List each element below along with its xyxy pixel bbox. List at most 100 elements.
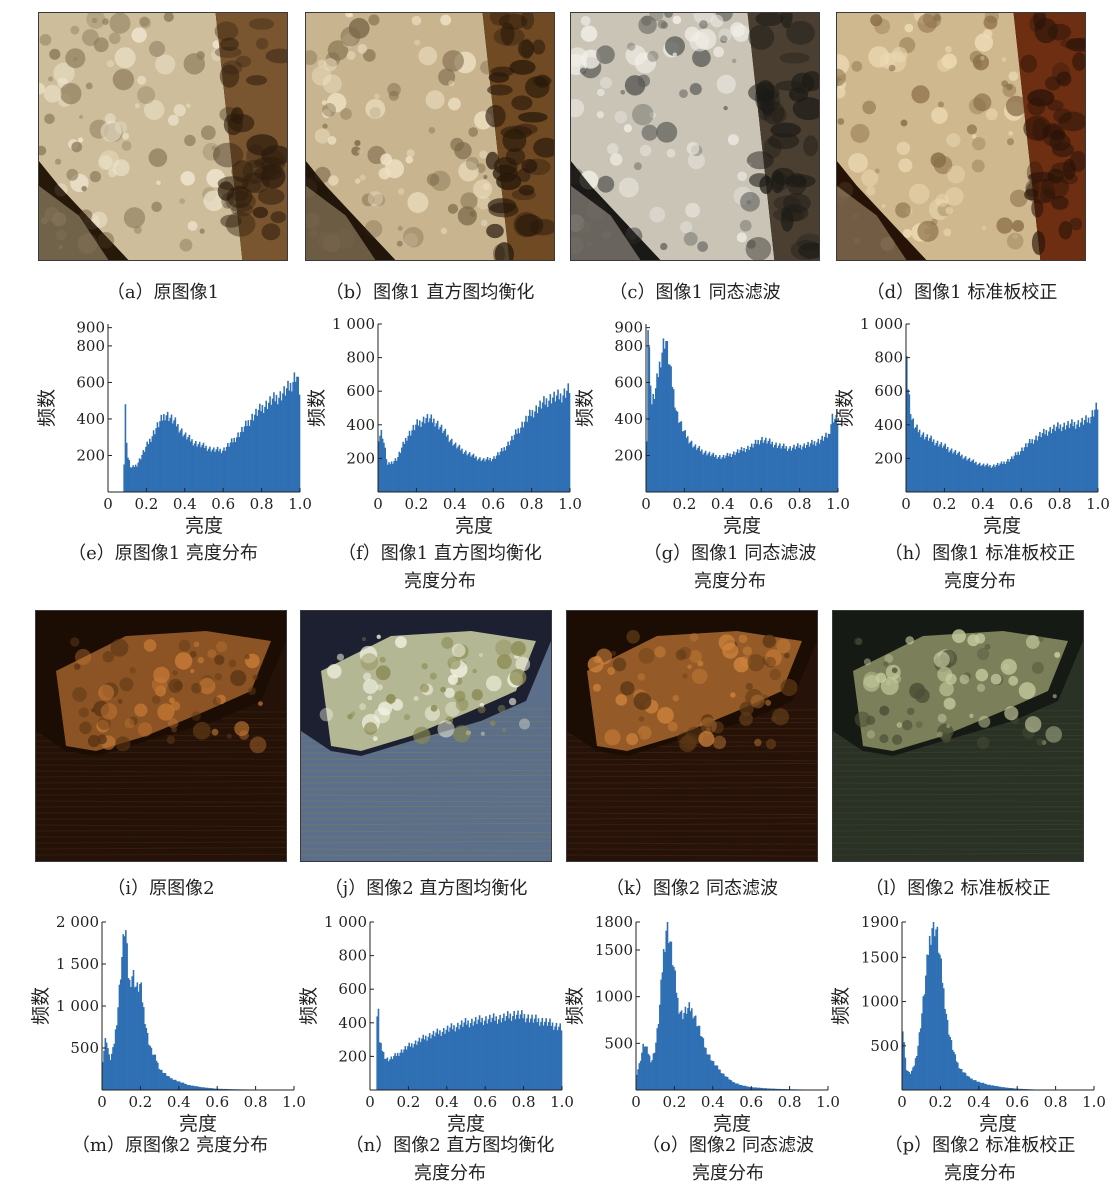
histogram-bar — [657, 377, 660, 492]
histogram-bar — [688, 1002, 691, 1090]
histogram-bar — [665, 930, 668, 1090]
histogram-bar — [381, 1050, 384, 1090]
histogram-bar — [802, 446, 804, 492]
histogram-bar — [808, 446, 811, 492]
histogram-bar — [832, 422, 835, 492]
histogram-bar — [212, 1088, 214, 1090]
histogram-bar — [653, 398, 656, 492]
histogram-bar — [402, 441, 404, 492]
caption-f-1: （f）图像1 直方图均衡化 — [338, 543, 542, 564]
histogram-bar — [736, 449, 739, 492]
histogram-bar — [435, 1032, 437, 1090]
histogram-bar — [392, 463, 394, 492]
histogram-bar — [1082, 424, 1085, 492]
histogram-bar — [131, 976, 134, 1090]
histogram-bar — [977, 1081, 980, 1090]
histogram-bar — [477, 1019, 480, 1090]
histogram-bar — [748, 450, 750, 492]
histogram-bar — [670, 941, 673, 1090]
histogram-bar — [174, 1079, 177, 1090]
histogram-bar — [142, 1007, 145, 1090]
histogram-bar — [1053, 424, 1055, 492]
histogram-bar — [767, 440, 770, 492]
histogram-bar — [836, 423, 839, 492]
histogram-bar — [641, 1052, 643, 1090]
histogram-bar — [407, 435, 410, 492]
histogram-bar — [817, 438, 820, 492]
histogram-bar — [822, 440, 825, 492]
histogram-bar — [545, 398, 548, 492]
x-axis-label: 亮度 — [447, 1113, 485, 1135]
histogram-bar — [1089, 423, 1091, 492]
histogram-bar — [749, 446, 752, 492]
y-tick-label: 800 — [614, 337, 643, 355]
histogram-bar — [459, 1024, 462, 1090]
histogram-bar — [541, 402, 544, 492]
histogram-bar — [949, 1036, 951, 1090]
histogram-bar — [664, 951, 666, 1090]
histogram-bar — [509, 440, 512, 492]
histogram-bar — [1005, 1087, 1008, 1090]
histogram-bar — [902, 1031, 904, 1090]
histogram-bar — [468, 452, 471, 492]
histogram-bar — [152, 430, 155, 492]
histogram-bar — [170, 414, 173, 492]
x-tick-label: 0.8 — [1044, 1093, 1068, 1111]
histogram-bar — [486, 1023, 489, 1090]
histogram-bar — [114, 1029, 117, 1090]
histogram-bar — [214, 1088, 217, 1090]
histogram-bar — [714, 1065, 716, 1090]
histogram-bar — [790, 450, 793, 492]
histogram-bar — [693, 446, 695, 492]
histogram-bar — [535, 405, 538, 492]
histogram-bar — [496, 1023, 499, 1090]
histogram-bar — [133, 467, 136, 492]
histogram-bar — [200, 1087, 203, 1090]
histogram-bar — [978, 1081, 981, 1090]
y-axis-label: 频数 — [36, 389, 58, 427]
histogram-bar — [830, 424, 832, 492]
histogram-bar — [376, 1016, 378, 1090]
histogram-bar — [1005, 461, 1008, 492]
histogram-bar — [751, 1087, 753, 1090]
histogram-bar — [644, 1046, 647, 1090]
histogram-bar — [903, 1042, 905, 1090]
histogram-bar — [148, 438, 151, 492]
histogram-bar — [527, 1014, 530, 1090]
histogram-bar — [521, 421, 523, 492]
y-tick-label: 500 — [604, 1034, 633, 1052]
histogram-bar — [798, 447, 800, 492]
caption-l: （l）图像2 标准板校正 — [865, 878, 1051, 899]
histogram-bar — [1003, 461, 1005, 492]
y-tick-label: 200 — [614, 446, 643, 464]
histogram-bar — [827, 433, 830, 492]
histogram-bar — [379, 435, 381, 492]
histogram-bar — [430, 414, 433, 492]
histogram-bar — [112, 1047, 114, 1090]
caption-g-2: 亮度分布 — [694, 571, 766, 592]
histogram-bar — [803, 443, 806, 492]
histogram-bar — [1067, 421, 1069, 492]
histogram-bar — [224, 450, 227, 492]
histogram-bar — [718, 455, 721, 492]
histogram-bar — [265, 400, 268, 492]
histogram-bar — [950, 448, 953, 492]
histogram-bar — [292, 382, 294, 492]
histogram-bar — [190, 1085, 192, 1090]
x-tick-label: 0.8 — [250, 495, 274, 513]
histogram-bar — [425, 1035, 427, 1090]
histogram-bar — [1014, 452, 1017, 492]
histogram-bar — [490, 461, 493, 492]
x-tick-label: 0.8 — [778, 1093, 802, 1111]
histogram-bar — [757, 439, 759, 492]
histogram-bars — [906, 356, 1099, 492]
histogram-bar — [646, 441, 648, 492]
photo-k — [566, 610, 818, 862]
histogram-bar — [212, 447, 215, 492]
histogram-bar — [977, 463, 980, 492]
histogram-bar — [733, 451, 735, 492]
histogram-bar — [148, 1044, 150, 1090]
histogram-bar — [458, 1029, 460, 1090]
histogram-bar — [662, 949, 665, 1090]
histogram-bar — [244, 420, 247, 492]
